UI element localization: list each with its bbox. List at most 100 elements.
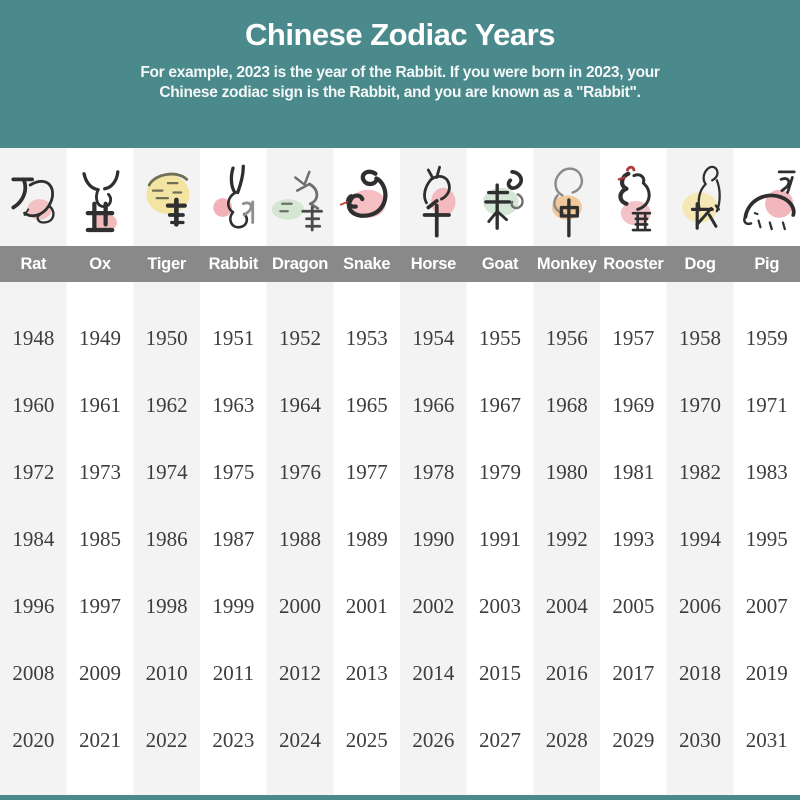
year-cell-rabbit-1963: 1963 bbox=[212, 393, 255, 417]
year-cell-ox-1961: 1961 bbox=[79, 393, 121, 417]
ox-zodiac-icon bbox=[82, 170, 120, 233]
year-cell-goat-1967: 1967 bbox=[479, 393, 522, 417]
animal-name-monkey: Monkey bbox=[536, 255, 597, 273]
zodiac-icons-row bbox=[0, 148, 800, 246]
year-cell-goat-1991: 1991 bbox=[479, 527, 522, 551]
year-cell-goat-1955: 1955 bbox=[479, 326, 522, 350]
year-cell-dragon-1976: 1976 bbox=[279, 460, 322, 484]
year-cell-tiger-1974: 1974 bbox=[145, 460, 188, 484]
year-cell-horse-2014: 2014 bbox=[412, 661, 455, 685]
year-cell-monkey-1956: 1956 bbox=[545, 326, 588, 350]
year-cell-rooster-1993: 1993 bbox=[612, 527, 655, 551]
snake-zodiac-icon bbox=[339, 169, 388, 218]
year-cell-dog-1982: 1982 bbox=[679, 460, 722, 484]
animal-name-rooster: Rooster bbox=[603, 255, 664, 273]
year-cell-horse-1966: 1966 bbox=[412, 393, 455, 417]
year-cell-rabbit-2023: 2023 bbox=[212, 728, 255, 752]
year-cell-dog-1994: 1994 bbox=[679, 527, 722, 551]
year-cell-rat-2020: 2020 bbox=[12, 728, 55, 752]
year-cell-ox-2021: 2021 bbox=[79, 728, 121, 752]
rooster-zodiac-icon bbox=[618, 165, 652, 232]
year-cell-dog-1958: 1958 bbox=[679, 326, 722, 350]
monkey-zodiac-icon bbox=[551, 167, 583, 238]
header: Chinese Zodiac Years For example, 2023 i… bbox=[0, 0, 800, 148]
year-cell-dog-2030: 2030 bbox=[679, 728, 722, 752]
year-row-6: 2020 2021 2022 2023 2024 2025 2026 2027 2028 2029… bbox=[0, 707, 800, 774]
year-cell-rat-1960: 1960 bbox=[12, 393, 55, 417]
year-cell-ox-2009: 2009 bbox=[79, 661, 121, 685]
year-cell-rabbit-1951: 1951 bbox=[212, 326, 255, 350]
year-cell-pig-1995: 1995 bbox=[745, 527, 788, 551]
year-cell-snake-1989: 1989 bbox=[345, 527, 388, 551]
year-cell-monkey-1980: 1980 bbox=[545, 460, 588, 484]
year-cell-horse-1990: 1990 bbox=[412, 527, 455, 551]
subtitle-line-2: Chinese zodiac sign is the Rabbit, and y… bbox=[159, 84, 641, 101]
year-cell-dog-2006: 2006 bbox=[679, 594, 722, 618]
year-cell-pig-1959: 1959 bbox=[745, 326, 788, 350]
zodiac-icon-cell-dragon bbox=[267, 148, 334, 246]
year-cell-snake-1965: 1965 bbox=[345, 393, 388, 417]
year-cell-monkey-2016: 2016 bbox=[545, 661, 588, 685]
tiger-zodiac-icon bbox=[146, 172, 190, 227]
year-cell-rat-2008: 2008 bbox=[12, 661, 55, 685]
year-cell-rooster-2029: 2029 bbox=[612, 728, 655, 752]
year-cell-tiger-1950: 1950 bbox=[145, 326, 188, 350]
pig-zodiac-icon bbox=[742, 170, 796, 231]
year-cell-rat-1948: 1948 bbox=[12, 326, 55, 350]
year-row-0: 1948 1949 1950 1951 1952 1953 1954 1955 1956 1957… bbox=[0, 305, 800, 372]
zodiac-icon-cell-tiger bbox=[133, 148, 200, 246]
year-cell-monkey-2004: 2004 bbox=[545, 594, 588, 618]
year-cell-monkey-1992: 1992 bbox=[545, 527, 588, 551]
year-cell-snake-1977: 1977 bbox=[345, 460, 388, 484]
year-cell-rooster-1981: 1981 bbox=[612, 460, 655, 484]
dragon-zodiac-icon bbox=[271, 170, 323, 232]
zodiac-icon-cell-dog bbox=[667, 148, 734, 246]
year-cell-rooster-2005: 2005 bbox=[612, 594, 655, 618]
year-cell-dog-2018: 2018 bbox=[679, 661, 722, 685]
year-cell-rabbit-1975: 1975 bbox=[212, 460, 255, 484]
horse-zodiac-icon bbox=[423, 165, 456, 238]
year-cell-dog-1970: 1970 bbox=[679, 393, 722, 417]
year-cell-dragon-2000: 2000 bbox=[279, 594, 322, 618]
animal-name-snake: Snake bbox=[343, 255, 391, 273]
year-cell-ox-1997: 1997 bbox=[79, 594, 121, 618]
year-cell-snake-2013: 2013 bbox=[345, 661, 388, 685]
year-cell-pig-1971: 1971 bbox=[745, 393, 788, 417]
year-cell-rooster-2017: 2017 bbox=[612, 661, 655, 685]
zodiac-icon-cell-rabbit bbox=[200, 148, 267, 246]
zodiac-icon-cell-rat bbox=[0, 148, 67, 246]
year-cell-pig-2031: 2031 bbox=[745, 728, 788, 752]
animal-name-dog: Dog bbox=[684, 255, 716, 273]
year-cell-ox-1973: 1973 bbox=[79, 460, 121, 484]
year-cell-pig-2019: 2019 bbox=[745, 661, 788, 685]
zodiac-icon-cell-snake bbox=[333, 148, 400, 246]
year-cell-rat-1984: 1984 bbox=[12, 527, 55, 551]
year-cell-dragon-1964: 1964 bbox=[279, 393, 322, 417]
year-row-1: 1960 1961 1962 1963 1964 1965 1966 1967 1968 1969… bbox=[0, 372, 800, 439]
zodiac-table: Rat Ox Tiger Rabbit Dragon Snake Horse Goat Monk… bbox=[0, 148, 800, 800]
zodiac-icon-cell-rooster bbox=[600, 148, 667, 246]
zodiac-icon-cell-goat bbox=[467, 148, 534, 246]
year-cell-monkey-2028: 2028 bbox=[545, 728, 588, 752]
year-cell-monkey-1968: 1968 bbox=[545, 393, 588, 417]
year-cell-horse-2026: 2026 bbox=[412, 728, 455, 752]
year-cell-snake-2025: 2025 bbox=[345, 728, 388, 752]
year-cell-tiger-1998: 1998 bbox=[145, 594, 188, 618]
year-cell-rat-1972: 1972 bbox=[12, 460, 55, 484]
year-cell-horse-2002: 2002 bbox=[412, 594, 455, 618]
year-cell-dragon-1988: 1988 bbox=[279, 527, 322, 551]
year-cell-tiger-1986: 1986 bbox=[145, 527, 188, 551]
animal-names-band: Rat Ox Tiger Rabbit Dragon Snake Horse Goat Monk… bbox=[0, 246, 800, 282]
animal-name-rabbit: Rabbit bbox=[208, 255, 259, 273]
rabbit-zodiac-icon bbox=[213, 164, 255, 229]
year-cell-tiger-2010: 2010 bbox=[145, 661, 188, 685]
year-cell-snake-2001: 2001 bbox=[345, 594, 388, 618]
zodiac-icon-cell-monkey bbox=[533, 148, 600, 246]
year-cell-ox-1949: 1949 bbox=[79, 326, 121, 350]
animal-name-rat: Rat bbox=[20, 255, 47, 273]
year-cell-pig-2007: 2007 bbox=[745, 594, 788, 618]
year-cell-horse-1954: 1954 bbox=[412, 326, 455, 350]
subtitle-line-1: For example, 2023 is the year of the Rab… bbox=[140, 64, 660, 81]
year-cell-rabbit-1987: 1987 bbox=[212, 527, 255, 551]
